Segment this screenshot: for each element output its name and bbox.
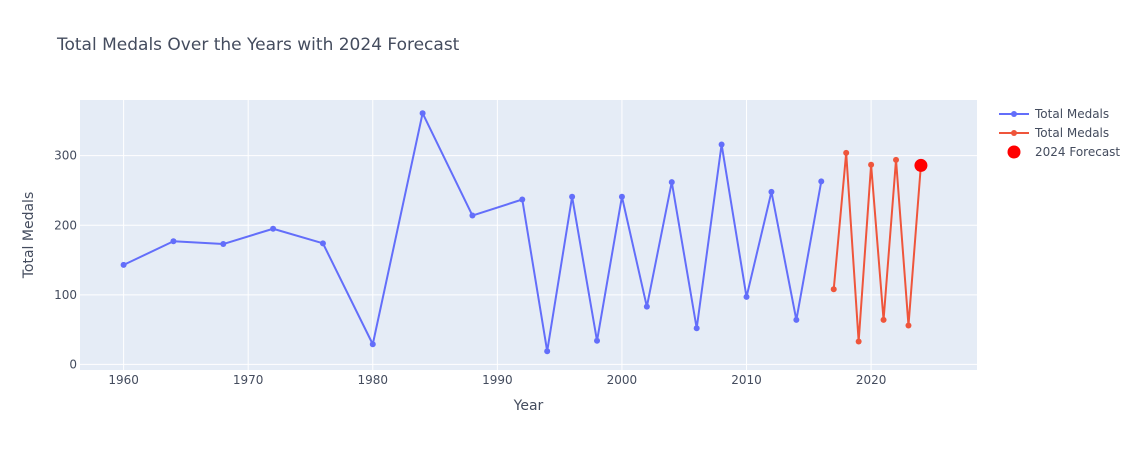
data-point[interactable]: [843, 149, 850, 156]
x-tick-label: 2000: [607, 373, 638, 387]
data-point[interactable]: [419, 110, 426, 117]
legend-marker: [1007, 145, 1021, 159]
x-tick-label: 1960: [108, 373, 139, 387]
data-point[interactable]: [855, 338, 862, 345]
data-point[interactable]: [718, 141, 725, 148]
legend: Total Medals Total Medals 2024 Forecast: [999, 107, 1120, 159]
data-point[interactable]: [743, 293, 750, 300]
x-tick-label: 2010: [731, 373, 762, 387]
legend-label: Total Medals: [1034, 126, 1109, 140]
y-tick-label: 0: [69, 357, 77, 371]
x-tick-label: 1980: [357, 373, 388, 387]
data-point[interactable]: [369, 341, 376, 348]
series-2: [914, 158, 928, 172]
forecast-point[interactable]: [914, 158, 928, 172]
data-point[interactable]: [220, 241, 227, 248]
legend-item[interactable]: 2024 Forecast: [1007, 145, 1121, 159]
data-point[interactable]: [793, 316, 800, 323]
x-tick-label: 1990: [482, 373, 513, 387]
data-point[interactable]: [818, 178, 825, 185]
y-tick-label: 100: [54, 288, 77, 302]
data-point[interactable]: [120, 261, 127, 268]
series-line: [832, 151, 922, 343]
data-point[interactable]: [469, 212, 476, 219]
data-point[interactable]: [618, 193, 625, 200]
legend-item[interactable]: Total Medals: [999, 107, 1109, 121]
data-point[interactable]: [880, 316, 887, 323]
data-point[interactable]: [569, 193, 576, 200]
legend-marker: [1011, 111, 1017, 117]
x-tick-label: 1970: [233, 373, 264, 387]
data-point[interactable]: [893, 156, 900, 163]
legend-label: 2024 Forecast: [1035, 145, 1120, 159]
legend-marker: [1011, 130, 1017, 136]
data-point[interactable]: [868, 161, 875, 168]
data-point[interactable]: [270, 225, 277, 232]
y-axis-title: Total Medals: [21, 192, 37, 280]
data-point[interactable]: [905, 322, 912, 329]
data-point[interactable]: [519, 196, 526, 203]
chart-title: Total Medals Over the Years with 2024 Fo…: [56, 35, 460, 55]
y-tick-label: 300: [54, 149, 77, 163]
y-tick-label: 200: [54, 218, 77, 232]
data-point[interactable]: [830, 286, 837, 293]
legend-item[interactable]: Total Medals: [999, 126, 1109, 140]
data-point[interactable]: [319, 240, 326, 247]
data-point[interactable]: [594, 337, 601, 344]
legend-label: Total Medals: [1034, 107, 1109, 121]
data-point[interactable]: [668, 179, 675, 186]
x-axis-title: Year: [513, 398, 544, 414]
data-point[interactable]: [544, 348, 551, 355]
data-point[interactable]: [170, 238, 177, 245]
data-point[interactable]: [643, 303, 650, 310]
series-0: [120, 110, 825, 355]
x-tick-label: 2020: [856, 373, 887, 387]
data-point[interactable]: [693, 325, 700, 332]
data-point[interactable]: [768, 188, 775, 195]
